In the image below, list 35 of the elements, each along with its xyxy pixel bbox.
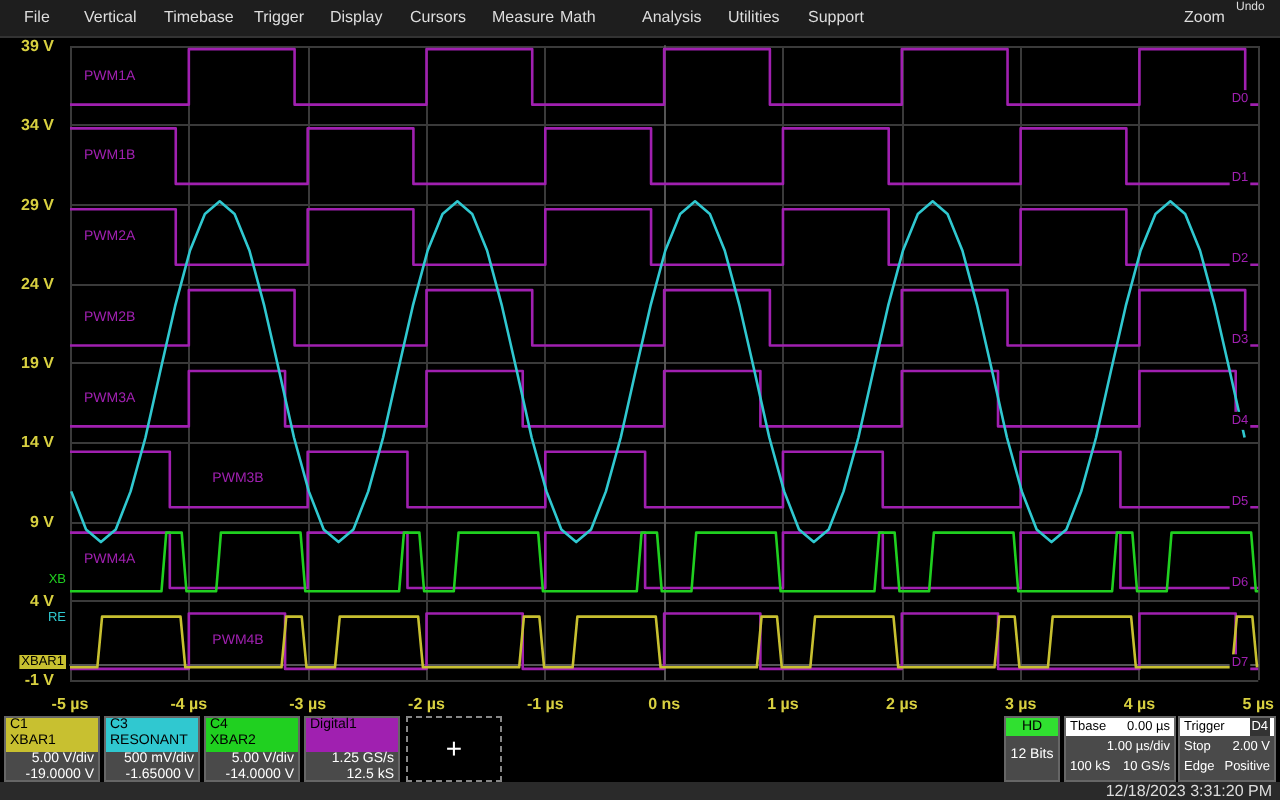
y-tick-label: 29 V: [21, 195, 56, 214]
line-series: [69, 200, 1246, 544]
x-tick-label: -5 µs: [51, 695, 90, 713]
x-tick-label: 5 µs: [1242, 695, 1276, 713]
y-tick-label: 4 V: [29, 591, 56, 610]
text: Vertical: [84, 8, 137, 26]
text: Measure: [492, 8, 555, 26]
y-tick-label: 34 V: [21, 116, 56, 135]
x-tick-label: -3 µs: [289, 695, 328, 713]
x-tick-label: -2 µs: [408, 695, 446, 713]
text: File: [24, 8, 50, 26]
x-tick-label: -1 µs: [526, 695, 565, 713]
x-tick-label: 2 µs: [886, 695, 919, 713]
x-tick-label: 0 ns: [648, 695, 682, 713]
text: Support: [808, 8, 865, 26]
text: Display: [330, 8, 383, 26]
text: Utilities: [728, 8, 780, 26]
y-tick-label: -1 V: [24, 671, 56, 689]
x-tick-label: 3 µs: [1004, 695, 1038, 713]
text: 12/18/2023 3:31:20 PM: [1105, 782, 1272, 800]
text: Analysis: [642, 8, 702, 26]
text: Cursors: [410, 8, 467, 26]
text: Trigger: [254, 8, 305, 26]
x-tick-label: 4 µs: [1123, 695, 1157, 713]
text: Math: [560, 8, 596, 26]
y-tick-label: 24 V: [21, 274, 56, 293]
y-tick-label: 14 V: [21, 433, 56, 452]
text: +: [406, 716, 502, 782]
y-tick-label: 19 V: [21, 354, 56, 372]
y-tick-label: 9 V: [29, 512, 56, 531]
text: Zoom: [1184, 8, 1225, 26]
x-tick-label: 1 µs: [767, 695, 800, 713]
x-tick-label: -4 µs: [170, 695, 209, 713]
y-tick-label: 39 V: [21, 37, 56, 55]
text: Timebase: [164, 8, 234, 26]
